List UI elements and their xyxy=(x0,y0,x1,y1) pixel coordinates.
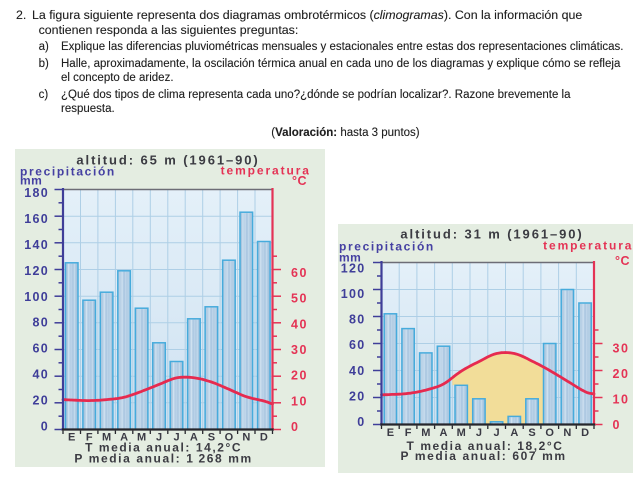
svg-text:180: 180 xyxy=(24,186,49,200)
svg-text:J: J xyxy=(173,431,179,443)
svg-text:20: 20 xyxy=(32,394,49,408)
svg-text:0: 0 xyxy=(41,420,49,434)
svg-text:N: N xyxy=(563,427,571,439)
svg-text:altitud: 31 m (1961–90): altitud: 31 m (1961–90) xyxy=(400,227,583,242)
svg-text:temperatura: temperatura xyxy=(543,238,633,252)
svg-text:A: A xyxy=(120,431,128,443)
svg-text:S: S xyxy=(208,431,215,443)
svg-text:100: 100 xyxy=(24,290,49,304)
svg-text:S: S xyxy=(528,427,535,439)
svg-text:A: A xyxy=(510,427,518,439)
svg-text:A: A xyxy=(440,427,448,439)
svg-text:30: 30 xyxy=(613,342,630,356)
svg-text:M: M xyxy=(421,427,430,439)
svg-text:precipitación: precipitación xyxy=(20,165,116,179)
svg-text:E: E xyxy=(387,427,394,439)
svg-text:P media anual: 1 268 mm: P media anual: 1 268 mm xyxy=(74,452,252,466)
svg-text:60: 60 xyxy=(291,266,308,280)
svg-text:°C: °C xyxy=(292,174,307,188)
svg-text:M: M xyxy=(457,427,466,439)
svg-text:80: 80 xyxy=(349,313,366,327)
svg-text:10: 10 xyxy=(613,392,630,406)
svg-text:mm: mm xyxy=(339,251,361,265)
svg-text:A: A xyxy=(190,431,198,443)
svg-text:°C: °C xyxy=(615,254,630,268)
svg-text:100: 100 xyxy=(341,287,366,301)
svg-text:80: 80 xyxy=(32,316,49,330)
svg-text:0: 0 xyxy=(357,415,365,429)
svg-text:40: 40 xyxy=(349,364,366,378)
svg-text:T media anual: 14,2°C: T media anual: 14,2°C xyxy=(85,441,242,455)
svg-text:30: 30 xyxy=(291,343,308,357)
svg-text:F: F xyxy=(405,427,412,439)
svg-text:P media anual: 607 mm: P media anual: 607 mm xyxy=(401,449,567,463)
svg-text:J: J xyxy=(494,427,500,439)
svg-text:M: M xyxy=(137,431,146,443)
svg-text:20: 20 xyxy=(349,389,366,403)
svg-text:F: F xyxy=(86,431,93,443)
svg-text:60: 60 xyxy=(349,338,366,352)
svg-text:D: D xyxy=(581,427,589,439)
svg-text:M: M xyxy=(102,431,111,443)
svg-text:160: 160 xyxy=(24,212,49,226)
svg-text:E: E xyxy=(68,431,75,443)
svg-text:J: J xyxy=(156,431,162,443)
svg-text:precipitación: precipitación xyxy=(339,240,435,254)
svg-text:0: 0 xyxy=(613,418,621,432)
svg-text:60: 60 xyxy=(32,342,49,356)
svg-text:120: 120 xyxy=(341,262,366,276)
svg-text:mm: mm xyxy=(20,174,42,188)
svg-text:0: 0 xyxy=(291,420,299,434)
svg-text:O: O xyxy=(225,431,234,443)
svg-text:10: 10 xyxy=(291,394,308,408)
svg-text:50: 50 xyxy=(291,292,308,306)
svg-text:40: 40 xyxy=(291,317,308,331)
svg-text:120: 120 xyxy=(24,264,49,278)
svg-text:20: 20 xyxy=(291,369,308,383)
svg-text:140: 140 xyxy=(24,238,49,252)
svg-text:J: J xyxy=(476,427,482,439)
svg-text:O: O xyxy=(545,427,554,439)
svg-text:20: 20 xyxy=(613,367,630,381)
svg-text:temperatura: temperatura xyxy=(221,163,311,177)
svg-text:altitud: 65 m (1961–90): altitud: 65 m (1961–90) xyxy=(76,153,259,168)
svg-text:T media anual: 18,2°C: T media anual: 18,2°C xyxy=(407,439,564,453)
svg-text:N: N xyxy=(242,431,250,443)
svg-text:D: D xyxy=(260,431,268,443)
svg-text:40: 40 xyxy=(32,368,49,382)
